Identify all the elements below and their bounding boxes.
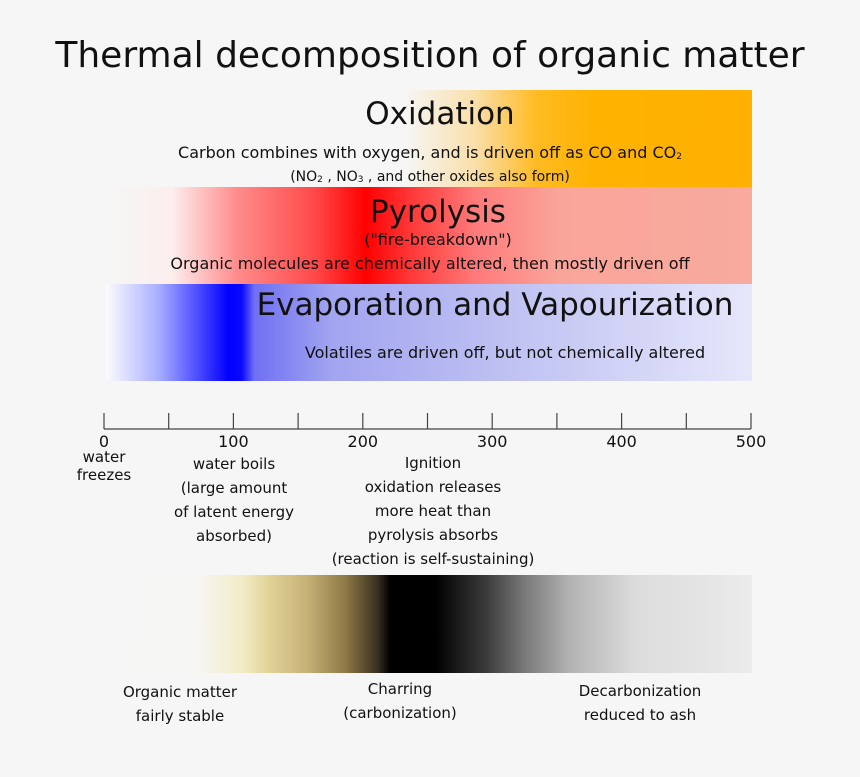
axis-tick-label: 300 <box>476 432 508 451</box>
axis-tick-label: 100 <box>218 432 249 451</box>
axis-tick-label: 0 <box>98 432 110 451</box>
oxidation-description: Carbon combines with oxygen, and is driv… <box>178 143 682 162</box>
oxidation-band <box>405 90 752 187</box>
diagram-title: Thermal decomposition of organic matter <box>55 35 805 76</box>
organic-matter-stable-label: Organic matter fairly stable <box>122 683 238 725</box>
water-boils-label: water boils (large amount of latent ener… <box>173 455 295 545</box>
axis-tick-label: 400 <box>606 432 637 451</box>
oxidation-note: (NO2 , NO3 , and other oxides also form) <box>290 169 570 185</box>
axis-tick-label: 200 <box>347 432 379 451</box>
water-freezes-label: water freezes <box>76 448 132 484</box>
ignition-label: Ignition oxidation releases more heat th… <box>331 454 535 568</box>
pyrolysis-description: Organic molecules are chemically altered… <box>170 254 690 273</box>
evaporation-band <box>106 284 752 381</box>
temperature-axis <box>103 413 752 430</box>
evaporation-heading: Evaporation and Vapourization <box>256 287 734 323</box>
axis-tick-label: 500 <box>735 432 767 451</box>
pyrolysis-band <box>108 187 752 284</box>
decarbonization-label: Decarbonization reduced to ash <box>578 682 702 724</box>
pyrolysis-heading: Pyrolysis <box>370 194 506 230</box>
charring-label: Charring (carbonization) <box>343 680 457 722</box>
charring-gradient-band <box>106 575 752 673</box>
evaporation-description: Volatiles are driven off, but not chemic… <box>304 343 706 362</box>
oxidation-heading: Oxidation <box>365 96 515 132</box>
pyrolysis-subheading: ("fire-breakdown") <box>364 230 512 249</box>
